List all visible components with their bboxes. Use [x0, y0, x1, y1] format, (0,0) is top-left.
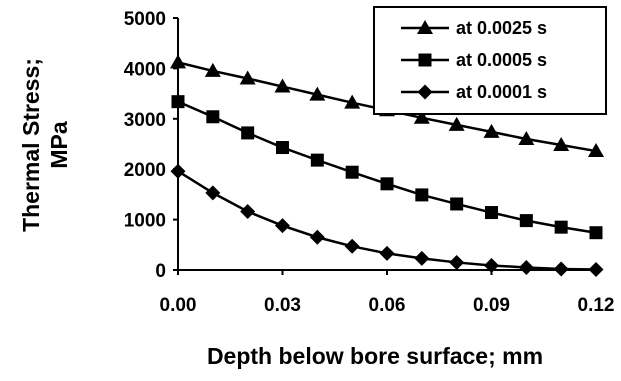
axes: 0 1000 2000 3000 4000 5000 0.00 0.03 0.06 0.09 0.1…	[124, 9, 615, 316]
data-point-diamond	[309, 229, 325, 245]
legend: at 0.0025 s at 0.0005 s at 0.0001 s	[373, 6, 607, 115]
y-tick-label: 5000	[124, 9, 166, 30]
y-tick-label: 3000	[124, 110, 166, 131]
data-point-square	[171, 95, 185, 109]
data-point-diamond	[484, 257, 499, 273]
x-axis-title: Depth below bore surface; mm	[207, 343, 543, 369]
data-point-square	[206, 110, 220, 124]
data-point-square	[485, 206, 498, 220]
legend-marker-diamond	[417, 84, 433, 100]
data-point-square	[519, 214, 533, 228]
legend-label: at 0.0025 s	[456, 18, 547, 38]
data-point-square	[310, 153, 324, 167]
data-point-square	[554, 220, 568, 234]
series-line	[177, 100, 597, 234]
data-point-triangle	[274, 78, 291, 93]
legend-marker-square	[418, 53, 432, 67]
data-point-diamond	[449, 254, 465, 270]
data-point-triangle	[553, 137, 570, 152]
data-point-triangle	[344, 94, 361, 109]
data-point-diamond	[170, 163, 186, 179]
x-tick-label: 0.09	[473, 295, 510, 316]
data-point-triangle	[413, 109, 430, 124]
axis-titles: Depth below bore surface; mm Thermal Stre…	[18, 58, 543, 369]
data-point-triangle	[204, 62, 221, 77]
y-tick-label: 2000	[124, 160, 166, 181]
data-point-square	[241, 126, 255, 140]
data-point-square	[345, 165, 359, 179]
data-point-diamond	[588, 261, 604, 277]
series-square	[171, 95, 603, 240]
data-point-triangle	[239, 70, 256, 85]
data-point-triangle	[518, 130, 535, 145]
data-point-diamond	[240, 204, 256, 220]
x-tick-label: 0.12	[578, 295, 615, 316]
y-tick-label: 1000	[124, 211, 166, 232]
data-point-triangle	[309, 86, 326, 101]
x-tick-label: 0.06	[369, 295, 406, 316]
data-point-square	[450, 197, 464, 211]
legend-label: at 0.0005 s	[456, 50, 547, 70]
series-diamond	[170, 163, 604, 277]
y-axis-title-line: MPa	[46, 121, 72, 169]
data-point-diamond	[275, 218, 290, 234]
data-point-triangle	[483, 123, 500, 138]
y-axis-title-line: Thermal Stress;	[18, 58, 44, 232]
data-point-square	[380, 177, 394, 191]
data-point-square	[415, 188, 429, 202]
data-point-square	[589, 226, 603, 240]
data-point-triangle	[170, 54, 186, 69]
data-point-triangle	[448, 116, 465, 131]
y-tick-label: 0	[155, 261, 166, 282]
legend-marker-triangle	[417, 20, 433, 34]
data-point-diamond	[205, 185, 221, 201]
data-point-diamond	[553, 261, 569, 277]
data-point-diamond	[414, 250, 430, 266]
x-tick-label: 0.03	[264, 295, 301, 316]
legend-label: at 0.0001 s	[456, 82, 547, 102]
y-tick-label: 4000	[124, 59, 166, 80]
x-tick-label: 0.00	[160, 295, 197, 316]
data-point-diamond	[379, 245, 395, 261]
data-point-diamond	[518, 259, 534, 275]
data-point-square	[276, 141, 289, 155]
data-point-diamond	[344, 238, 360, 254]
data-point-triangle	[588, 143, 604, 158]
